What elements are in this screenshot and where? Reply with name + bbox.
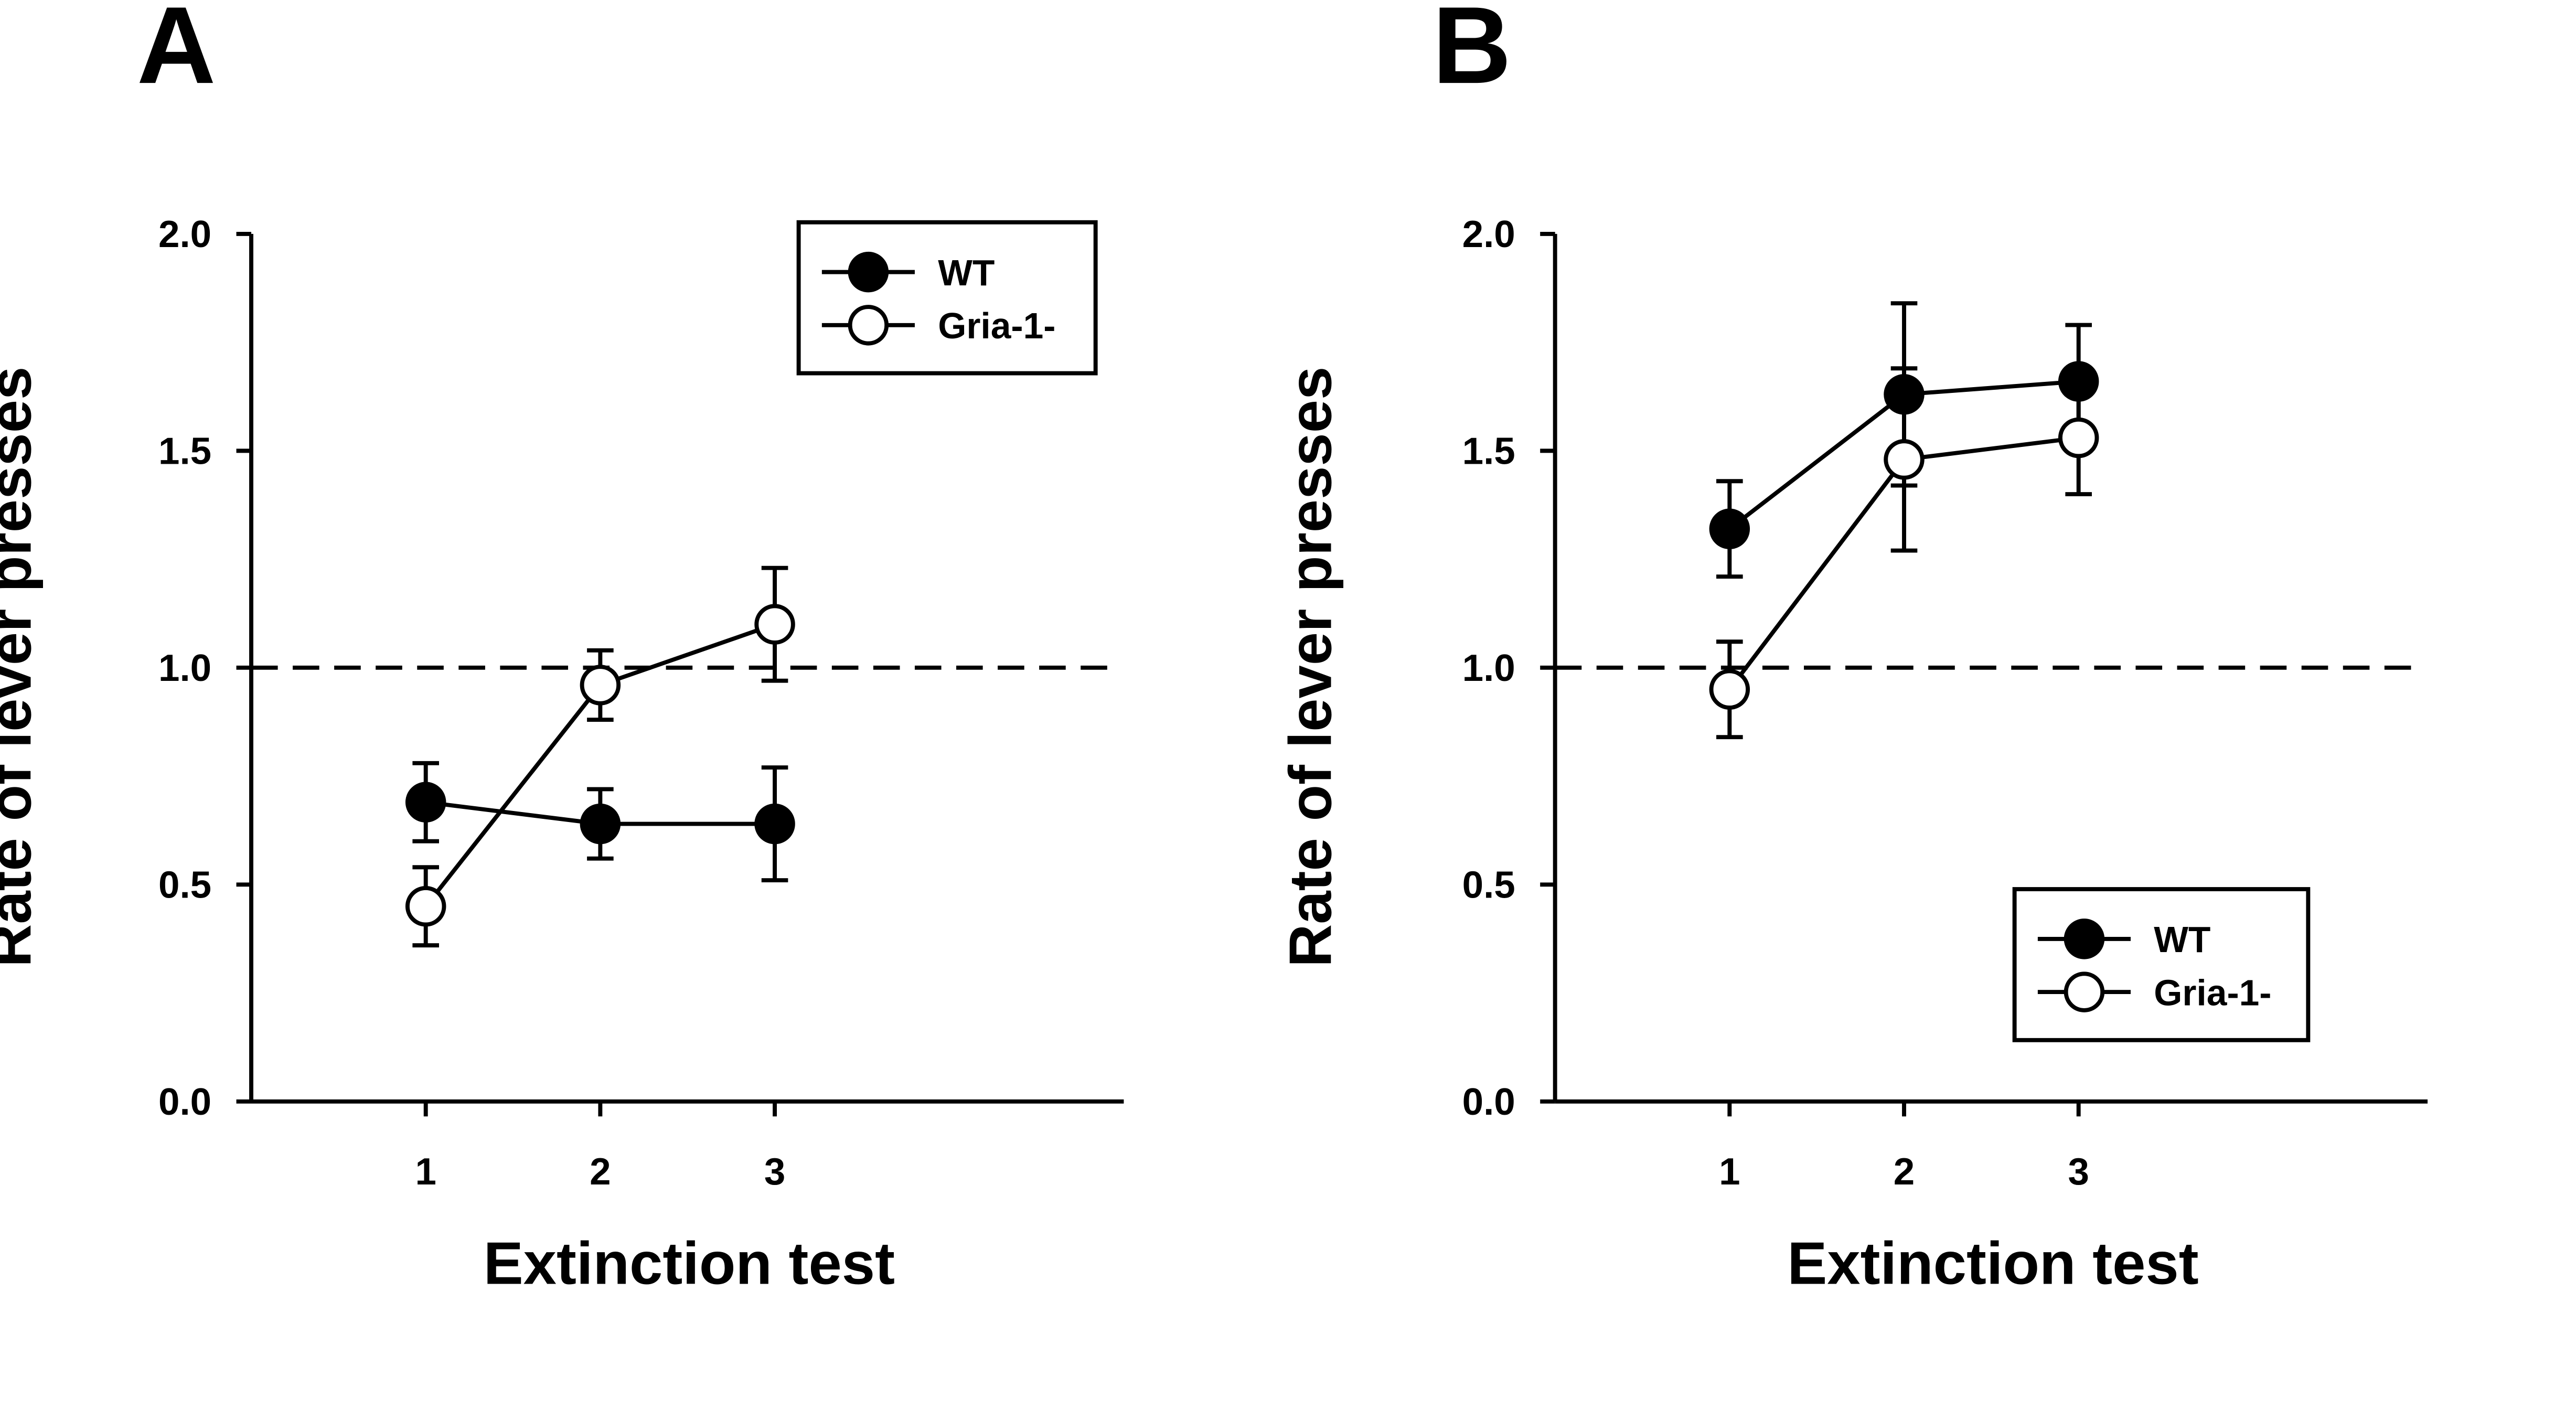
y-axis-title: Rate of lever presses: [0, 367, 44, 967]
x-tick-label: 2: [1894, 1150, 1915, 1193]
x-tick-label: 3: [764, 1150, 785, 1193]
x-tick-label: 3: [2068, 1150, 2089, 1193]
y-tick-label: 1.5: [1462, 430, 1515, 473]
y-tick-label: 1.0: [1462, 647, 1515, 689]
panel-a: A 0.0 0.5 1.0 1.5 2.0 1 2 3 Extinction test Rate o…: [0, 0, 1124, 1297]
y-tick-label: 2.0: [1462, 213, 1515, 255]
legend-marker-open: [2064, 971, 2105, 1012]
data-point-open: [405, 885, 446, 927]
y-tick-label: 0.5: [158, 864, 211, 906]
y-axis-title: Rate of lever presses: [1278, 367, 1344, 967]
data-point-open: [1709, 669, 1750, 710]
y-tick-label: 2.0: [158, 213, 211, 255]
x-axis-title: Extinction test: [484, 1231, 895, 1297]
legend-marker-filled: [2064, 919, 2105, 959]
data-point-open: [2058, 417, 2099, 458]
legend-marker-open: [848, 305, 889, 346]
y-tick-label: 0.0: [1462, 1081, 1515, 1123]
x-axis-title: Extinction test: [1787, 1231, 2198, 1297]
data-point-open: [754, 604, 795, 645]
legend-box: [796, 220, 1098, 376]
data-point-open: [580, 665, 621, 706]
y-tick-label: 1.0: [158, 647, 211, 689]
y-tick-label: 1.5: [158, 430, 211, 473]
data-point-filled: [1709, 508, 1750, 549]
legend-box: [2012, 887, 2311, 1042]
legend-label: WT: [2154, 919, 2210, 960]
data-point-filled: [754, 803, 795, 845]
x-tick-label: 2: [590, 1150, 611, 1193]
legend-label: WT: [938, 252, 995, 293]
data-point-filled: [580, 803, 621, 845]
y-tick-label: 0.5: [1462, 864, 1515, 906]
panel-label: A: [137, 0, 216, 106]
legend-label: Gria-1-: [2154, 972, 2271, 1013]
y-tick-label: 0.0: [158, 1081, 211, 1123]
legend-marker-filled: [848, 251, 889, 293]
data-point-open: [1884, 439, 1925, 480]
legend-label: Gria-1-: [938, 305, 1055, 346]
x-tick-label: 1: [415, 1150, 436, 1193]
panel-b: B 0.0 0.5 1.0 1.5 2.0 1 2 3 Extinction test Rate o…: [1278, 0, 2428, 1297]
panel-label: B: [1433, 0, 1512, 106]
data-point-filled: [405, 782, 446, 823]
x-tick-label: 1: [1719, 1150, 1740, 1193]
